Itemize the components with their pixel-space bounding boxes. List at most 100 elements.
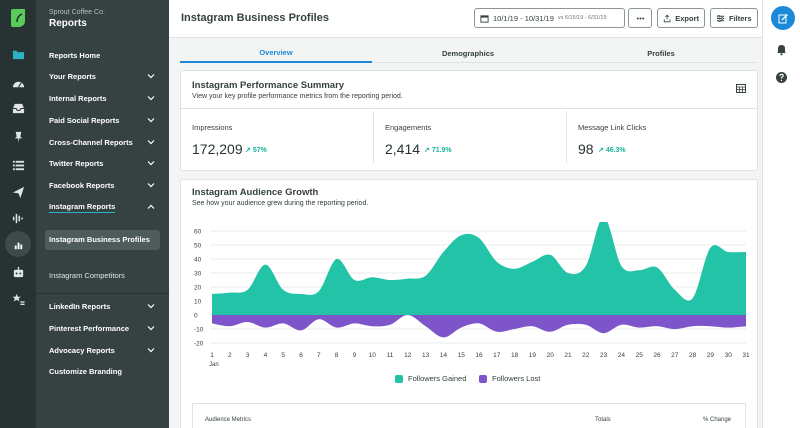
sidebar-item-instagram-business-profiles[interactable]: Instagram Business Profiles (45, 230, 160, 250)
more-button[interactable] (628, 8, 652, 28)
sidebar-item-customize-branding[interactable]: Customize Branding (36, 361, 169, 381)
export-icon (663, 14, 671, 22)
summary-title: Instagram Performance Summary (192, 80, 345, 91)
x-tick-label: 25 (636, 352, 644, 359)
sidebar-item-instagram-reports[interactable]: Instagram Reports (36, 197, 169, 217)
x-tick-label: 15 (458, 352, 466, 359)
sidebar-item-label: LinkedIn Reports (49, 301, 111, 311)
x-tick-label: 9 (353, 352, 357, 359)
table-header-audience-metrics: Audience Metrics (205, 417, 252, 423)
x-tick-label: 8 (335, 352, 339, 359)
metric-impressions: Impressions 172,209 ↗ 57% (181, 111, 374, 163)
send-icon[interactable] (0, 181, 36, 203)
sidebar-item-label: Twitter Reports (49, 158, 104, 168)
legend-label: Followers Lost (492, 374, 541, 383)
sidebar-item-cross-channel-reports[interactable]: Cross-Channel Reports (36, 132, 169, 152)
page-header: Instagram Business Profiles 10/1/19 - 10… (169, 0, 762, 38)
listening-icon[interactable] (0, 207, 36, 229)
bot-icon[interactable] (0, 261, 36, 283)
legend-followers-lost[interactable]: Followers Lost (479, 374, 540, 383)
sidebar-item-your-reports[interactable]: Your Reports (36, 66, 169, 86)
metric-change-value: 46.3% (605, 147, 626, 154)
legend-followers-gained[interactable]: Followers Gained (395, 374, 466, 383)
dashboard-icon[interactable] (0, 73, 36, 95)
right-rail (762, 0, 800, 428)
bell-icon[interactable] (775, 43, 788, 56)
y-tick-label: 20 (194, 285, 202, 292)
sidebar-item-label: Reports Home (49, 50, 101, 60)
metric-value: 172,209 (192, 141, 243, 157)
sidebar-item-facebook-reports[interactable]: Facebook Reports (36, 175, 169, 195)
chevron-down-icon (147, 326, 155, 331)
tab-demographics[interactable]: Demographics (441, 49, 495, 58)
x-tick-label: 5 (281, 352, 285, 359)
x-tick-label: 12 (404, 352, 412, 359)
compose-button[interactable] (771, 6, 795, 30)
help-icon[interactable] (775, 71, 788, 84)
sidebar-item-paid-social-reports[interactable]: Paid Social Reports (36, 110, 169, 130)
sidebar-item-label: Facebook Reports (49, 180, 115, 190)
date-range-picker[interactable]: 10/1/19 - 10/31/19 vs 6/15/19 - 6/31/19 (474, 8, 625, 28)
metric-value: 98 (578, 141, 594, 157)
x-tick-label: 11 (387, 352, 394, 359)
y-tick-label: 30 (194, 271, 202, 278)
chevron-down-icon (147, 140, 155, 145)
x-tick-label: 4 (264, 352, 268, 359)
legend-swatch (479, 374, 487, 383)
sidebar-item-label: Cross-Channel Reports (49, 137, 133, 147)
list-icon[interactable] (0, 154, 36, 176)
metric-label: Message Link Clicks (578, 123, 647, 132)
sidebar-divider (36, 293, 169, 294)
metric-engagements: Engagements 2,414 ↗ 71.9% (374, 111, 567, 163)
x-tick-label: 27 (671, 352, 679, 359)
tab-profiles[interactable]: Profiles (647, 49, 675, 58)
summary-description: View your key profile performance metric… (192, 93, 403, 100)
x-tick-label: 17 (493, 352, 501, 359)
star-list-icon[interactable] (0, 288, 36, 310)
reports-sidebar: Sprout Coffee Co. Reports Reports Home Y… (36, 0, 169, 428)
export-button[interactable]: Export (657, 8, 705, 28)
x-tick-label: 26 (653, 352, 661, 359)
y-tick-label: 60 (194, 229, 202, 236)
sidebar-item-internal-reports[interactable]: Internal Reports (36, 88, 169, 108)
legend-label: Followers Gained (408, 374, 467, 383)
x-tick-label: 13 (422, 352, 430, 359)
summary-divider (181, 108, 757, 109)
sidebar-item-linkedin-reports[interactable]: LinkedIn Reports (36, 296, 169, 316)
y-tick-label: 10 (194, 299, 202, 306)
chevron-up-icon (147, 204, 155, 209)
pin-icon[interactable] (0, 126, 36, 148)
tab-overview[interactable]: Overview (180, 44, 372, 63)
table-view-icon[interactable] (736, 84, 746, 93)
chevron-down-icon (147, 118, 155, 123)
compose-icon (778, 13, 788, 23)
inbox-icon[interactable] (0, 97, 36, 119)
table-header-percent-change: % Change (703, 417, 732, 423)
sidebar-item-label: Pinterest Performance (49, 323, 130, 333)
sidebar-item-instagram-competitors[interactable]: Instagram Competitors (49, 271, 125, 280)
x-tick-label: 24 (618, 352, 626, 359)
filters-icon (716, 14, 725, 22)
sidebar-title: Reports (49, 18, 87, 29)
sidebar-item-advocacy-reports[interactable]: Advocacy Reports (36, 340, 169, 360)
x-tick-label: 18 (511, 352, 519, 359)
metric-change-value: 71.9% (431, 147, 452, 154)
reports-icon[interactable] (0, 231, 36, 257)
date-range-text: 10/1/19 - 10/31/19 (493, 13, 554, 23)
calendar-icon (480, 14, 489, 23)
sidebar-item-reports-home[interactable]: Reports Home (36, 45, 169, 65)
y-tick-label: -20 (194, 341, 204, 348)
x-tick-label: 29 (707, 352, 715, 359)
sidebar-item-twitter-reports[interactable]: Twitter Reports (36, 153, 169, 173)
table-header-totals: Totals (595, 417, 611, 423)
page-title: Instagram Business Profiles (181, 12, 329, 24)
filters-label: Filters (729, 13, 752, 23)
folder-icon[interactable] (0, 43, 36, 65)
x-tick-label: 20 (547, 352, 555, 359)
audience-metrics-table: Audience Metrics Totals % Change (192, 403, 746, 428)
sprout-logo-icon[interactable] (9, 8, 27, 28)
sidebar-item-pinterest-performance[interactable]: Pinterest Performance (36, 318, 169, 338)
legend-swatch (395, 374, 403, 383)
filters-button[interactable]: Filters (710, 8, 758, 28)
